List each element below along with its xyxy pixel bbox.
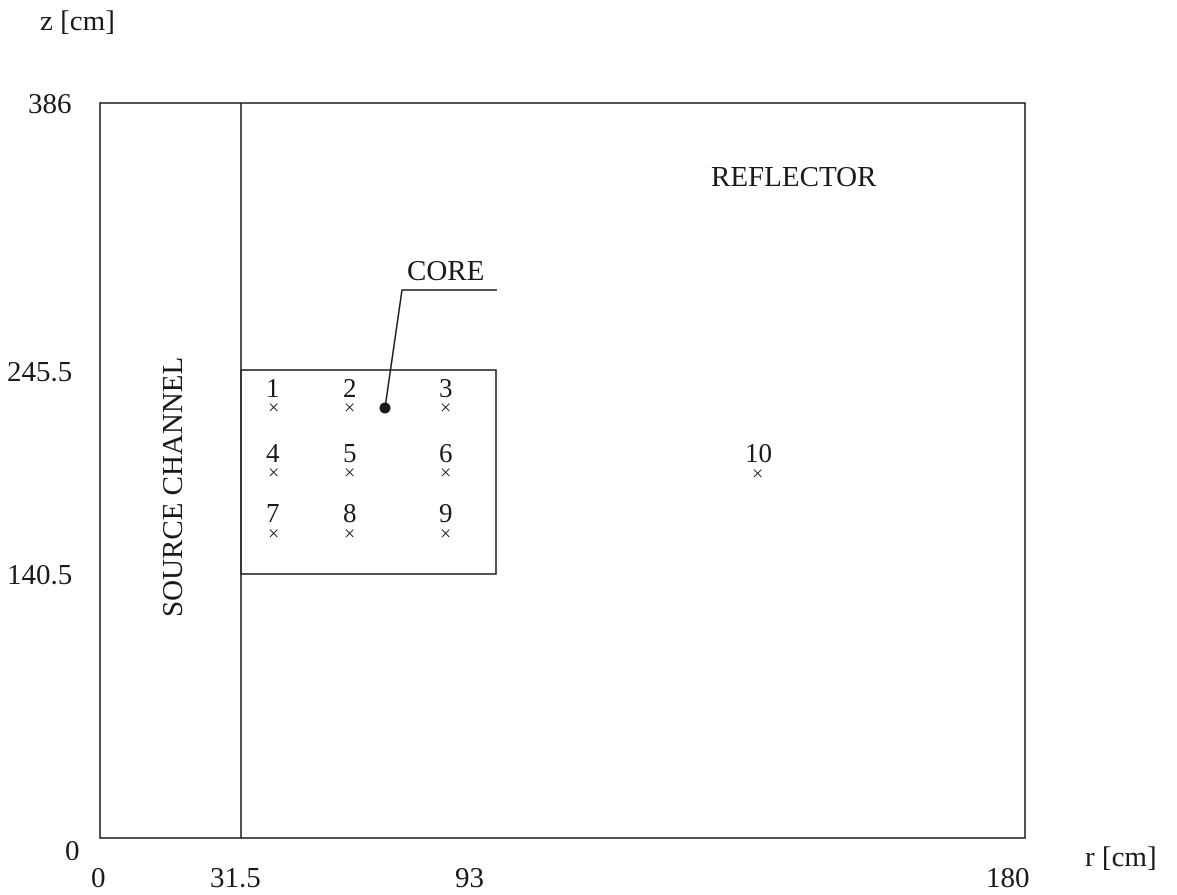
z-tick-0: 0 <box>65 835 80 867</box>
core-region <box>240 369 497 575</box>
point-marker-7: × <box>268 523 279 545</box>
core-label: CORE <box>407 255 484 287</box>
z-tick-245-5: 245.5 <box>7 356 72 388</box>
r-tick-180: 180 <box>986 862 1030 894</box>
measurement-point-2: 2 × <box>343 373 357 419</box>
measurement-point-8: 8 × <box>343 498 357 545</box>
point-marker-2: × <box>344 397 355 419</box>
point-label-7: 7 <box>266 498 280 528</box>
point-label-5: 5 <box>343 438 357 468</box>
outer-boundary <box>99 102 1026 839</box>
measurement-point-4: 4 × <box>266 438 280 484</box>
point-marker-3: × <box>440 397 451 419</box>
r-tick-0: 0 <box>91 862 106 894</box>
r-tick-93: 93 <box>455 862 484 894</box>
point-label-6: 6 <box>439 438 453 468</box>
z-tick-140-5: 140.5 <box>7 559 72 591</box>
point-label-3: 3 <box>439 373 453 403</box>
measurement-point-3: 3 × <box>439 373 453 419</box>
measurement-point-5: 5 × <box>343 438 357 484</box>
point-marker-4: × <box>268 462 279 484</box>
measurement-point-10: 10 × <box>745 438 772 485</box>
z-tick-386: 386 <box>28 88 72 120</box>
point-label-10: 10 <box>745 438 772 468</box>
core-pointer-dot <box>379 402 391 414</box>
source-channel-label: SOURCE CHANNEL <box>157 357 189 617</box>
z-axis-label: z [cm] <box>40 5 115 37</box>
measurement-point-7: 7 × <box>266 498 280 545</box>
point-marker-8: × <box>344 523 355 545</box>
point-label-2: 2 <box>343 373 357 403</box>
core-leader-line <box>384 289 497 409</box>
r-tick-31-5: 31.5 <box>210 862 261 894</box>
point-label-9: 9 <box>439 498 453 528</box>
point-label-4: 4 <box>266 438 280 468</box>
point-marker-9: × <box>440 523 451 545</box>
point-label-1: 1 <box>266 373 280 403</box>
measurement-point-6: 6 × <box>439 438 453 484</box>
point-label-8: 8 <box>343 498 357 528</box>
measurement-point-9: 9 × <box>439 498 453 545</box>
point-marker-6: × <box>440 462 451 484</box>
point-marker-1: × <box>268 397 279 419</box>
point-marker-10: × <box>752 463 763 485</box>
point-marker-5: × <box>344 462 355 484</box>
reflector-label: REFLECTOR <box>711 161 877 193</box>
r-axis-label: r [cm] <box>1085 841 1157 873</box>
measurement-point-1: 1 × <box>266 373 280 419</box>
